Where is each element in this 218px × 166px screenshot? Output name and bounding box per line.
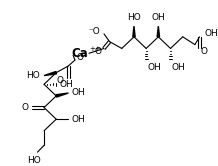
Text: OH: OH [204,29,218,38]
Polygon shape [56,93,68,97]
Text: O: O [94,47,101,56]
Text: O: O [201,47,208,56]
Text: OH: OH [147,63,161,72]
Text: HO: HO [27,71,40,80]
Text: OH: OH [71,115,85,124]
Text: O: O [57,76,64,85]
Polygon shape [157,26,160,37]
Text: OH: OH [172,63,185,72]
Text: ++: ++ [89,46,101,52]
Text: O⁻: O⁻ [77,53,89,62]
Text: Ca: Ca [71,47,88,60]
Text: OH: OH [152,13,165,22]
Polygon shape [44,72,56,76]
Text: OH: OH [71,87,85,97]
Text: OH: OH [59,80,73,89]
Text: HO: HO [127,13,141,22]
Text: O: O [21,103,28,112]
Text: HO: HO [27,156,41,165]
Text: ⁻O: ⁻O [89,27,100,36]
Polygon shape [133,26,135,37]
